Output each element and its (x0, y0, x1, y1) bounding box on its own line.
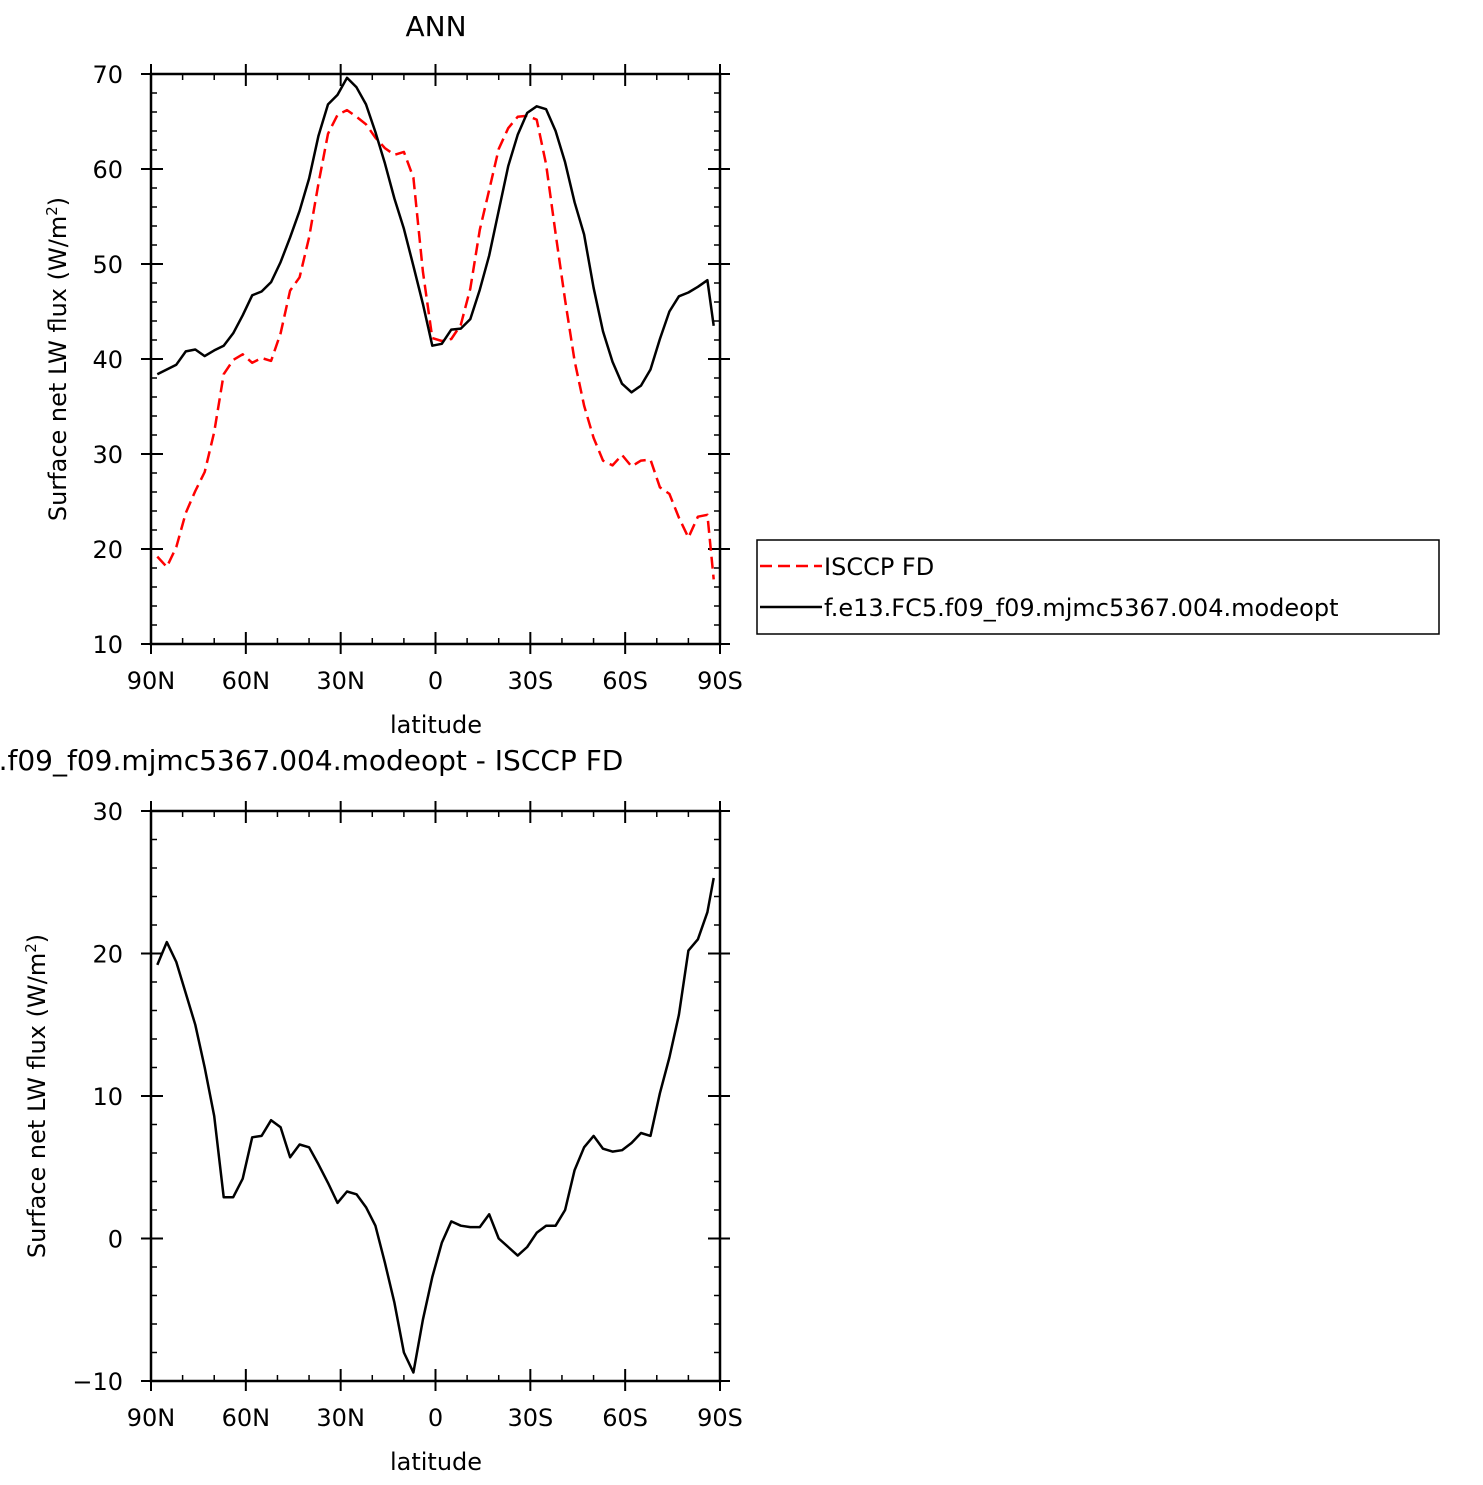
bottom-chart-xtick-label: 30N (316, 1404, 365, 1432)
top-chart-ytick-label: 20 (92, 536, 123, 564)
top-chart-series-line-0 (156, 108, 715, 580)
top-chart-lines (156, 76, 715, 580)
bottom-chart-ylabel: Surface net LW flux (W/m2) (22, 934, 51, 1258)
bottom-chart: f.e13.FC5.f09_f09.mjmc5367.004.modeopt -… (0, 744, 743, 1476)
bottom-chart-ytick-label: 30 (92, 798, 123, 826)
bottom-chart-ytick-label: 0 (108, 1226, 123, 1254)
bottom-chart-xtick-label: 30S (507, 1404, 553, 1432)
top-chart-title: ANN (405, 10, 466, 43)
bottom-chart-series-line-0 (156, 877, 715, 1374)
legend-label-isccp: ISCCP FD (824, 553, 934, 581)
top-chart-xlabel: latitude (390, 711, 482, 739)
top-chart-ytick-label: 50 (92, 251, 123, 279)
top-chart-xtick-label: 30S (507, 667, 553, 695)
top-chart-ytick-label: 30 (92, 441, 123, 469)
top-chart-ytick-label: 10 (92, 631, 123, 659)
top-chart-xtick-label: 60N (222, 667, 271, 695)
top-chart-xtick-label: 90S (697, 667, 743, 695)
bottom-chart-title: f.e13.FC5.f09_f09.mjmc5367.004.modeopt -… (0, 744, 623, 777)
legend-box (756, 539, 1440, 635)
bottom-chart-ytick-label: 10 (92, 1083, 123, 1111)
top-chart-xtick-label: 0 (428, 667, 443, 695)
bottom-chart-xtick-label: 90N (127, 1404, 176, 1432)
bottom-chart-lines (156, 877, 715, 1374)
bottom-chart-ytick-label: 20 (92, 941, 123, 969)
bottom-chart-ytick-label: −10 (72, 1368, 123, 1396)
top-chart-xtick-label: 60S (602, 667, 648, 695)
top-chart-ytick-label: 70 (92, 61, 123, 89)
bottom-chart-xtick-label: 60S (602, 1404, 648, 1432)
bottom-chart-xlabel: latitude (390, 1448, 482, 1476)
bottom-chart-xtick-label: 60N (222, 1404, 271, 1432)
top-chart-xtick-label: 90N (127, 667, 176, 695)
top-chart-ytick-label: 40 (92, 346, 123, 374)
bottom-chart-xtick-label: 90S (697, 1404, 743, 1432)
top-chart-ylabel: Surface net LW flux (W/m2) (43, 197, 72, 521)
top-chart: ANN 90N 60N 30N 0 30S 60S 90S 10 20 30 40 50 60 70 la… (43, 10, 743, 739)
top-chart-xtick-label: 30N (316, 667, 365, 695)
legend-label-model: f.e13.FC5.f09_f09.mjmc5367.004.modeopt (824, 594, 1339, 622)
legend: ISCCP FD f.e13.FC5.f09_f09.mjmc5367.004.… (756, 539, 1440, 635)
bottom-chart-xtick-label: 0 (428, 1404, 443, 1432)
bottom-chart-ticks: 90N 60N 30N 0 30S 60S 90S −10 0 10 20 30 (72, 798, 743, 1432)
bottom-chart-frame (149, 809, 722, 1383)
top-chart-series-line-1 (156, 76, 715, 394)
top-chart-frame (149, 72, 722, 646)
top-chart-ytick-label: 60 (92, 156, 123, 184)
